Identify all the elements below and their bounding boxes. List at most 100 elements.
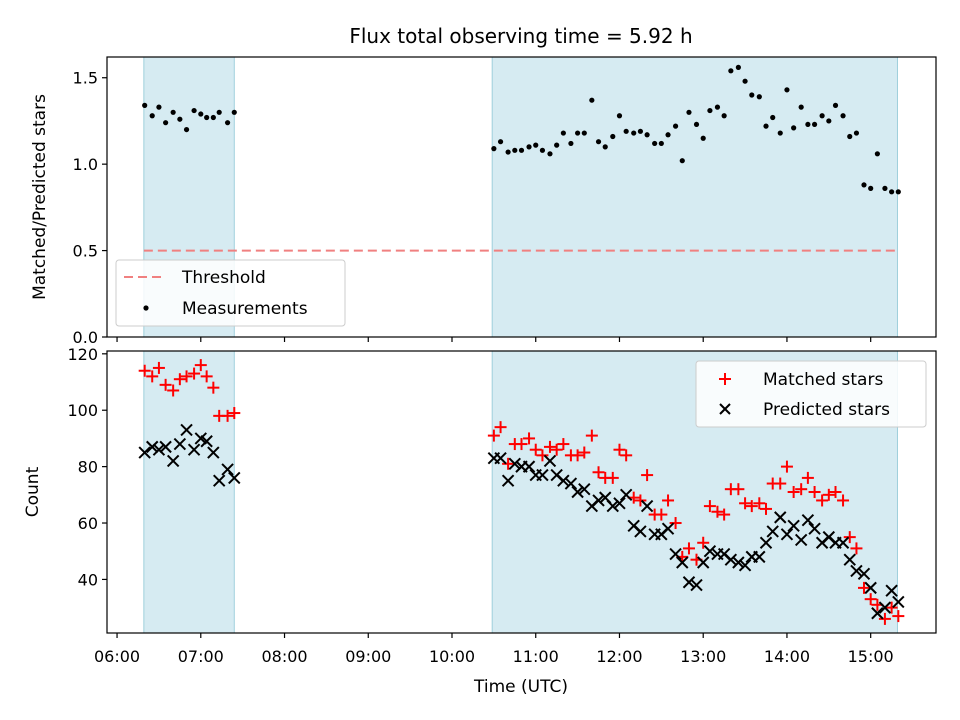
top-y-axis: 0.0 0.5 1.0 1.5 bbox=[73, 69, 107, 347]
predicted-star-point bbox=[766, 525, 779, 538]
predicted-star-point bbox=[732, 556, 745, 569]
chart-title: Flux total observing time = 5.92 h bbox=[349, 24, 692, 48]
x-mark-b bbox=[864, 581, 877, 595]
x-mark-b bbox=[808, 522, 821, 535]
measurement-point bbox=[672, 123, 679, 129]
matched-star-point bbox=[655, 508, 668, 521]
measurement-point bbox=[707, 107, 713, 114]
measurement-point bbox=[198, 111, 204, 117]
matched-star-point bbox=[207, 381, 220, 394]
matched-star-point bbox=[682, 542, 695, 555]
measurement-point bbox=[798, 104, 804, 110]
measurement-point bbox=[853, 130, 860, 136]
matched-star-point bbox=[613, 443, 626, 456]
x-mark-b bbox=[774, 511, 787, 524]
measurement-point bbox=[742, 78, 748, 84]
measurement-point bbox=[735, 64, 741, 70]
matched-star-point bbox=[550, 443, 563, 456]
measurement-point bbox=[560, 130, 566, 136]
predicted-star-point bbox=[228, 471, 241, 485]
matched-star-point bbox=[529, 443, 542, 456]
measurement-point bbox=[610, 133, 616, 140]
measurement-point bbox=[575, 130, 581, 136]
x-mark-b bbox=[599, 491, 612, 504]
measurement-point bbox=[149, 113, 155, 119]
legend-predicted-swatch bbox=[719, 403, 731, 415]
measurement-point bbox=[658, 140, 664, 147]
measurement-point bbox=[156, 104, 162, 110]
x-tick-label: 06:00 bbox=[94, 647, 140, 666]
predicted-star-point bbox=[690, 578, 703, 592]
matched-star-point bbox=[146, 370, 159, 383]
matched-star-point bbox=[760, 502, 773, 515]
matched-star-point bbox=[662, 494, 675, 507]
predicted-star-point bbox=[138, 446, 151, 459]
predicted-star-point bbox=[578, 482, 591, 496]
measurement-point bbox=[554, 142, 560, 148]
predicted-star-point bbox=[634, 525, 647, 538]
matched-star-point bbox=[795, 483, 808, 496]
measurement-point bbox=[637, 128, 644, 134]
matched-star-point bbox=[180, 370, 193, 383]
x-mark-b bbox=[857, 567, 871, 580]
matched-star-point bbox=[634, 494, 647, 507]
matched-star-point bbox=[850, 542, 863, 555]
x-mark-b bbox=[878, 601, 892, 614]
measurement-point bbox=[665, 132, 671, 138]
matched-star-point bbox=[536, 449, 549, 462]
matched-star-point bbox=[885, 601, 898, 614]
matched-star-point bbox=[745, 500, 758, 513]
matched-star-point bbox=[200, 370, 213, 383]
x-tick-label: 11:00 bbox=[513, 647, 559, 666]
top-y-axis-label: Matched/Predicted stars bbox=[30, 94, 50, 300]
x-mark-b bbox=[717, 547, 731, 561]
matched-star-point bbox=[822, 488, 835, 501]
bottom-legend: Matched stars Predicted stars bbox=[695, 360, 927, 428]
matched-star-point bbox=[188, 367, 201, 380]
matched-star-point bbox=[753, 497, 766, 510]
predicted-star-point bbox=[152, 443, 166, 456]
x-tick-label: 07:00 bbox=[178, 647, 224, 666]
predicted-star-point bbox=[613, 497, 626, 510]
x-tick-label: 15:00 bbox=[848, 647, 894, 666]
x-mark-b bbox=[724, 553, 738, 566]
measurement-point bbox=[874, 151, 880, 157]
predicted-star-point bbox=[669, 547, 682, 561]
measurement-point bbox=[770, 114, 776, 121]
top-measurement-points bbox=[142, 64, 901, 195]
matched-star-point bbox=[711, 505, 724, 518]
top-x-ticks bbox=[116, 337, 872, 342]
x-mark-b bbox=[787, 519, 800, 533]
measurement-point bbox=[861, 182, 867, 188]
matched-star-point bbox=[167, 384, 180, 397]
y-tick-label: 1.5 bbox=[73, 69, 98, 88]
predicted-star-point bbox=[557, 474, 570, 487]
x-mark-b bbox=[885, 584, 898, 597]
measurement-point bbox=[581, 130, 587, 136]
matched-star-point bbox=[801, 471, 814, 484]
measurement-point bbox=[539, 147, 546, 153]
predicted-star-point bbox=[808, 522, 821, 535]
predicted-star-point bbox=[213, 474, 226, 487]
y-tick-label: 60 bbox=[78, 514, 98, 533]
measurement-point bbox=[644, 132, 650, 138]
matched-star-point bbox=[228, 407, 241, 420]
matched-star-point bbox=[515, 438, 528, 451]
measurement-point bbox=[547, 151, 553, 157]
shaded-interval-1 bbox=[491, 56, 898, 338]
x-mark-b bbox=[187, 443, 201, 456]
predicted-star-point bbox=[697, 556, 710, 569]
predicted-star-point bbox=[592, 494, 605, 507]
measurement-point bbox=[847, 133, 853, 140]
measurement-point bbox=[693, 121, 700, 128]
measurement-point bbox=[721, 113, 727, 119]
bottom-legend-box bbox=[695, 360, 927, 428]
measurement-point bbox=[631, 130, 637, 136]
predicted-star-point bbox=[200, 435, 213, 448]
matched-star-point bbox=[857, 581, 870, 594]
predicted-star-point bbox=[543, 454, 557, 468]
y-tick-label: 80 bbox=[78, 458, 98, 477]
top-legend-box bbox=[115, 259, 346, 327]
matched-star-point bbox=[194, 359, 207, 372]
predicted-star-point bbox=[221, 463, 234, 476]
